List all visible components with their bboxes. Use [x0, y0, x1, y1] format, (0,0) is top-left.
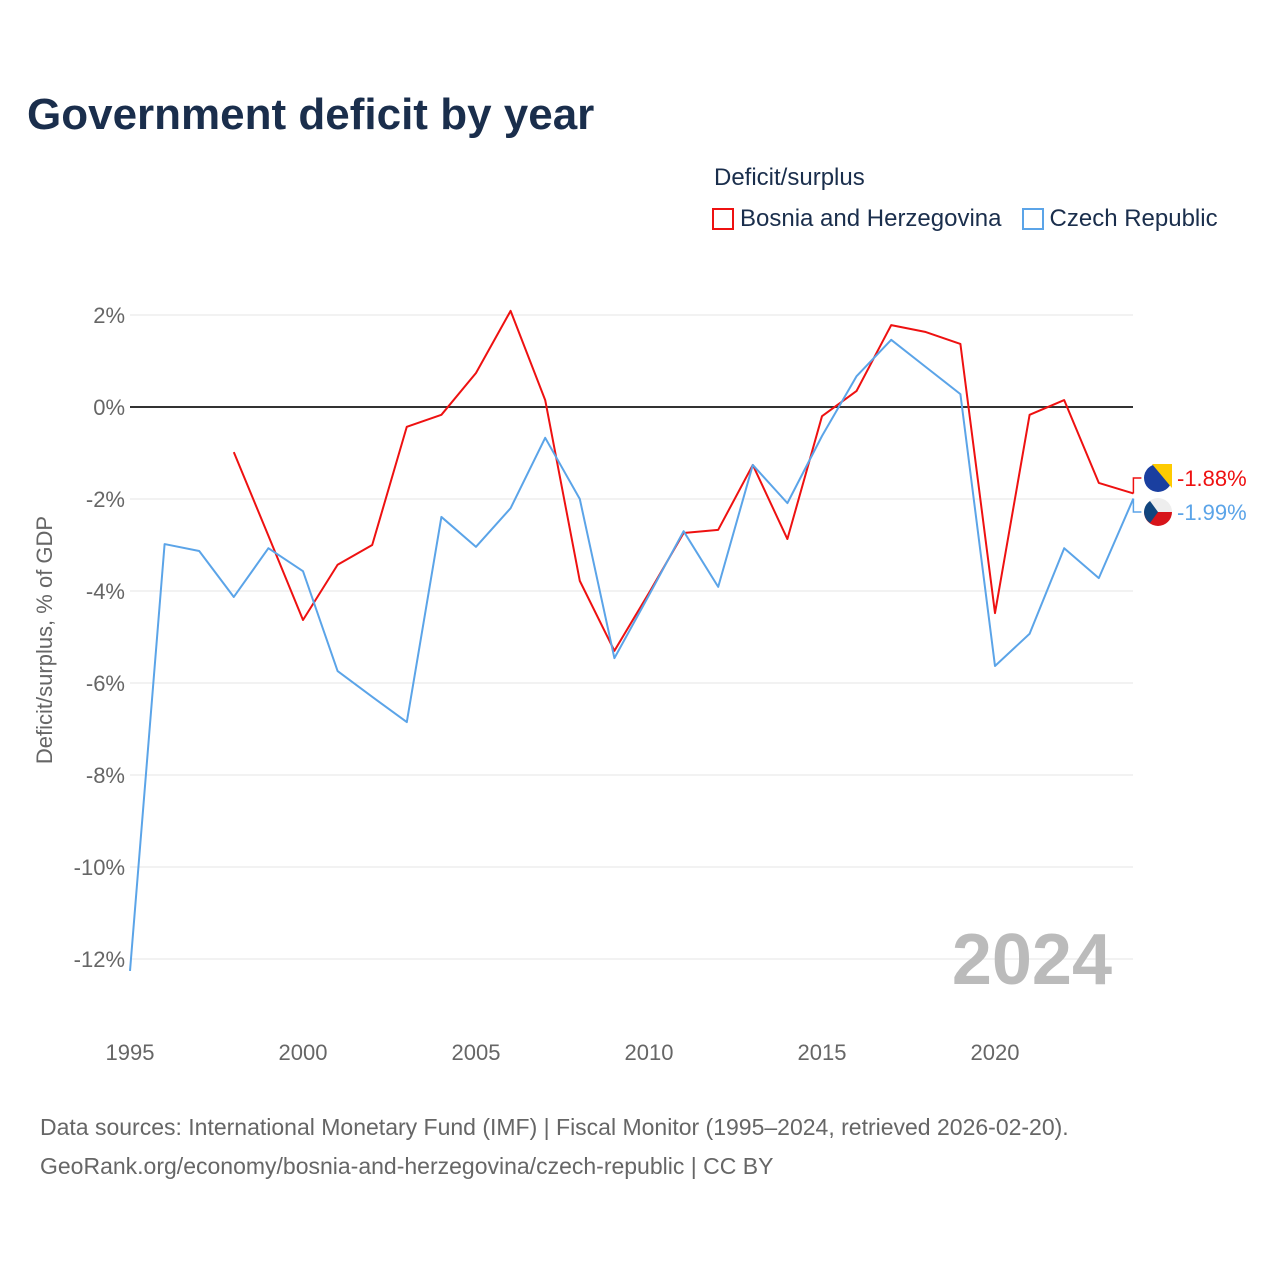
legend-item-bosnia[interactable]: Bosnia and Herzegovina: [712, 205, 1002, 233]
chart-title: Government deficit by year: [27, 90, 595, 139]
y-tick-label: 2%: [93, 303, 125, 328]
legend-item-czech[interactable]: Czech Republic: [1021, 205, 1218, 233]
y-tick-label: -8%: [86, 763, 125, 788]
y-axis-label: Deficit/surplus, % of GDP: [32, 516, 57, 764]
series-line-czech: [129, 338, 1135, 972]
legend-label: Bosnia and Herzegovina: [740, 205, 1002, 232]
legend-swatch-czech: [1021, 208, 1044, 230]
y-tick-label: 0%: [93, 395, 125, 420]
source-note: Data sources: International Monetary Fun…: [40, 1108, 1069, 1186]
x-tick-label: 2010: [625, 1040, 674, 1065]
year-watermark: 2024: [952, 920, 1112, 1000]
legend-swatch-bosnia: [712, 208, 734, 230]
flag-bosnia-triangle: [1152, 464, 1172, 488]
end-label-connector: [1132, 498, 1142, 513]
x-tick-label: 2005: [452, 1040, 501, 1065]
y-tick-label: -12%: [74, 947, 125, 972]
series-line-bosnia: [232, 309, 1134, 652]
x-tick-label: 2020: [971, 1040, 1020, 1065]
x-tick-label: 2000: [279, 1040, 328, 1065]
x-tick-label: 1995: [106, 1040, 155, 1065]
flag-czech-blue: [1144, 501, 1158, 523]
legend-title: Deficit/surplus: [714, 164, 865, 191]
y-tick-label: -10%: [74, 855, 125, 880]
legend-label: Czech Republic: [1049, 205, 1218, 232]
legend: Bosnia and Herzegovina Czech Republic: [712, 205, 1218, 233]
end-value-label: -1.88%: [1177, 466, 1247, 491]
y-tick-label: -4%: [86, 579, 125, 604]
source-line-2: GeoRank.org/economy/bosnia-and-herzegovi…: [40, 1153, 774, 1179]
y-tick-label: -2%: [86, 487, 125, 512]
source-line-1: Data sources: International Monetary Fun…: [40, 1114, 1069, 1140]
end-label-connector: [1132, 477, 1142, 494]
x-tick-label: 2015: [798, 1040, 847, 1065]
y-tick-label: -6%: [86, 671, 125, 696]
end-value-label: -1.99%: [1177, 500, 1247, 525]
